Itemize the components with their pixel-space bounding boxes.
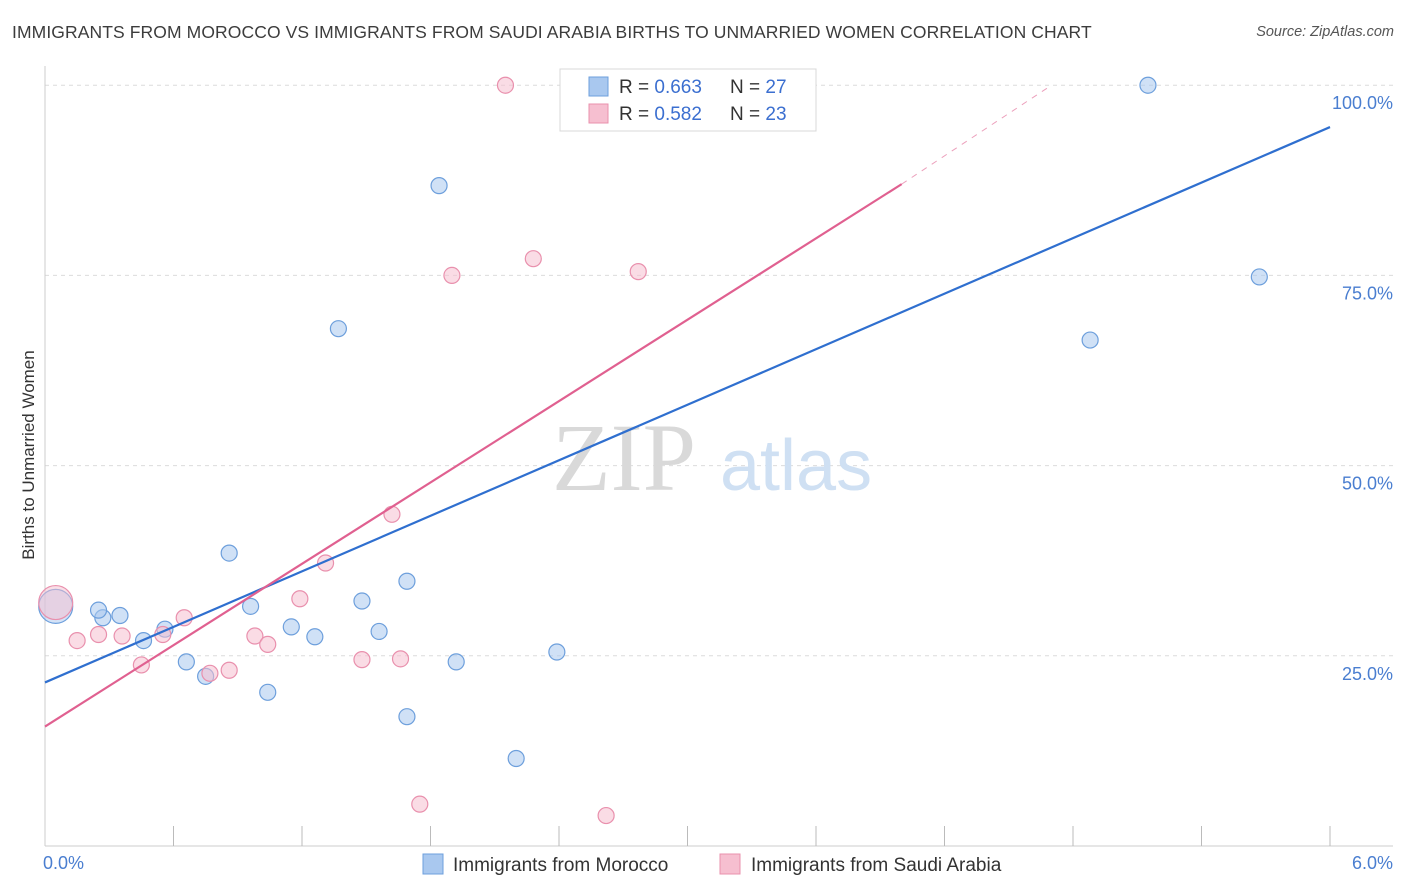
saudi-trend-extension — [901, 84, 1052, 185]
svg-text:R = 0.582: R = 0.582 — [619, 104, 702, 125]
saudi-point-18 — [496, 76, 515, 94]
legend-r-saudi: 0.582 — [654, 104, 702, 125]
y-tick-label-0: 25.0% — [1342, 664, 1393, 684]
morocco-point-14 — [370, 622, 388, 641]
morocco-point-16 — [398, 708, 416, 726]
trend-layer — [44, 84, 1331, 728]
legend: R = 0.663 N = 27 R = 0.582 N = 23 — [559, 68, 817, 132]
watermark: ZIP atlas — [552, 404, 872, 511]
series-legend: Immigrants from Morocco Immigrants from … — [422, 853, 1002, 876]
legend-swatch-morocco — [588, 76, 609, 97]
saudi-point-2 — [89, 625, 108, 644]
legend-n-saudi: 23 — [765, 104, 786, 125]
chart-source: Source: ZipAtlas.com — [1256, 24, 1394, 40]
morocco-point-23 — [1081, 331, 1099, 349]
y-tick-label-1: 50.0% — [1342, 474, 1393, 494]
legend-r-label-morocco: R = — [619, 77, 654, 98]
saudi-point-17 — [443, 266, 461, 285]
morocco-point-10 — [282, 618, 300, 636]
watermark-zip: ZIP — [552, 404, 696, 511]
saudi-point-10 — [259, 635, 277, 653]
saudi-point-15 — [391, 650, 410, 668]
morocco-point-17 — [430, 177, 448, 195]
saudi-point-14 — [383, 505, 401, 523]
svg-text:N = 23: N = 23 — [730, 104, 787, 125]
saudi-point-13 — [353, 651, 371, 669]
x-tick-label-1: 6.0% — [1352, 853, 1393, 873]
morocco-point-24 — [1139, 76, 1157, 94]
saudi-point-11 — [291, 590, 309, 608]
x-tick-label-0: 0.0% — [43, 853, 84, 873]
watermark-atlas: atlas — [720, 426, 872, 506]
morocco-point-11 — [306, 628, 324, 646]
y-axis-title: Births to Unmarried Women — [19, 350, 38, 559]
svg-text:R = 0.663: R = 0.663 — [619, 77, 702, 98]
tick-labels: 25.0% 50.0% 75.0% 100.0% 0.0% 6.0% — [43, 93, 1393, 873]
y-tick-label-2: 75.0% — [1342, 283, 1393, 303]
morocco-point-7 — [220, 544, 238, 562]
morocco-point-19 — [507, 749, 525, 768]
saudi-point-21 — [629, 263, 647, 281]
morocco-point-5 — [177, 653, 195, 671]
grid-layer — [45, 84, 1395, 657]
morocco-point-8 — [242, 597, 260, 615]
morocco-trend-line — [44, 126, 1331, 684]
series-legend-swatch-morocco[interactable] — [422, 853, 444, 875]
saudi-point-8 — [220, 661, 238, 679]
saudi-point-16 — [411, 795, 429, 813]
legend-n-morocco: 27 — [765, 77, 786, 98]
morocco-point-20 — [548, 643, 566, 661]
morocco-point-2 — [111, 606, 129, 625]
morocco-point-26 — [89, 601, 108, 619]
series-legend-label-morocco[interactable]: Immigrants from Morocco — [453, 855, 668, 876]
legend-r-morocco: 0.663 — [654, 77, 702, 98]
saudi-point-9 — [246, 627, 264, 645]
series-legend-label-saudi[interactable]: Immigrants from Saudi Arabia — [751, 855, 1002, 876]
y-tick-label-3: 100.0% — [1332, 93, 1393, 113]
saudi-point-20 — [597, 806, 615, 825]
saudi-point-7 — [201, 664, 219, 682]
saudi-point-19 — [524, 250, 542, 268]
chart-title: IMMIGRANTS FROM MOROCCO VS IMMIGRANTS FR… — [12, 22, 1092, 42]
morocco-point-12 — [329, 320, 348, 338]
saudi-point-3 — [113, 627, 131, 645]
saudi-point-0 — [38, 584, 74, 621]
saudi-point-1 — [68, 631, 86, 650]
legend-n-label-morocco: N = — [730, 77, 765, 98]
legend-swatch-saudi — [588, 103, 609, 124]
morocco-point-18 — [447, 653, 465, 671]
legend-r-label-saudi: R = — [619, 104, 654, 125]
saudi-trend-line — [44, 183, 903, 728]
morocco-point-9 — [259, 683, 277, 701]
axis-layer — [44, 66, 1393, 847]
legend-n-label-saudi: N = — [730, 104, 765, 125]
morocco-point-13 — [353, 592, 371, 610]
morocco-point-15 — [398, 572, 416, 590]
svg-text:N = 27: N = 27 — [730, 77, 787, 98]
morocco-point-25 — [1250, 268, 1268, 286]
series-legend-swatch-saudi[interactable] — [719, 853, 741, 875]
